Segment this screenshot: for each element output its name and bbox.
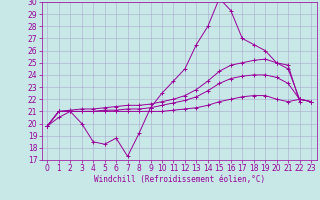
X-axis label: Windchill (Refroidissement éolien,°C): Windchill (Refroidissement éolien,°C) (94, 175, 265, 184)
